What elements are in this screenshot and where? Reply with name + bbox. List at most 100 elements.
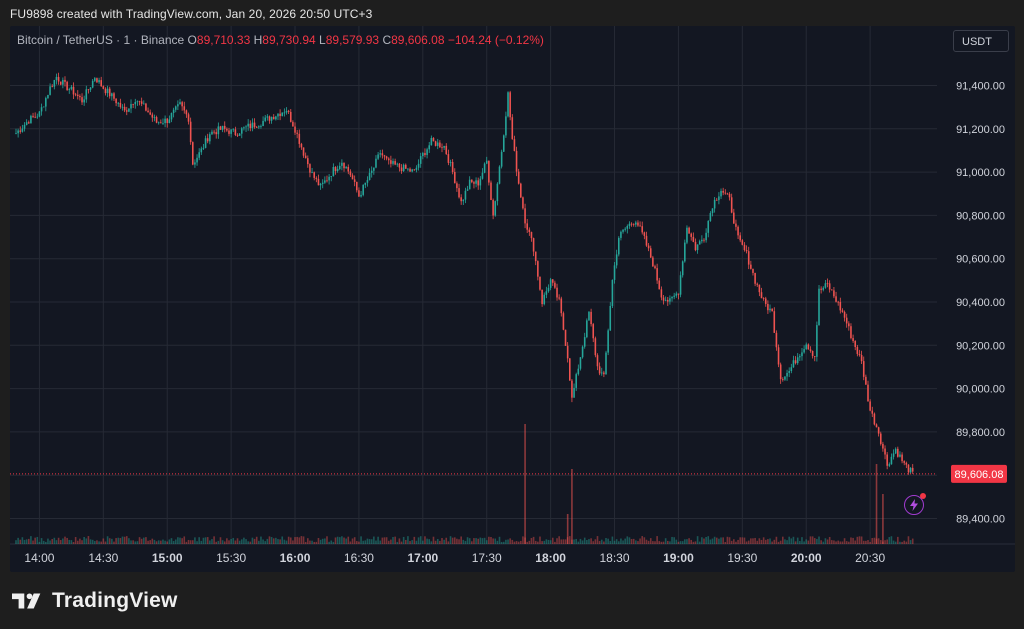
candle — [428, 141, 431, 153]
volume-bar — [822, 541, 825, 544]
volume-bar — [848, 541, 850, 544]
candle-body — [358, 190, 360, 197]
x-tick-label: 15:00 — [152, 551, 183, 565]
candle — [147, 107, 149, 113]
candle-body — [104, 88, 107, 94]
volume-bar — [160, 540, 162, 544]
volume-bar — [373, 536, 375, 544]
symbol-name[interactable]: Bitcoin / TetherUS · 1 · Binance — [17, 33, 185, 47]
candle — [170, 112, 173, 123]
candle-body — [624, 228, 626, 230]
candle — [83, 95, 85, 106]
candle — [600, 367, 603, 376]
candle-body — [136, 101, 139, 103]
volume-bar — [79, 538, 81, 544]
candle-body — [509, 92, 511, 118]
candle — [464, 187, 467, 204]
volume-bar — [777, 541, 780, 544]
volume-bar — [332, 541, 335, 544]
candle — [886, 452, 888, 470]
candle-body — [439, 142, 441, 148]
candle — [758, 284, 761, 297]
volume-bar — [119, 538, 122, 544]
candle-body — [820, 288, 822, 290]
candle — [558, 294, 560, 301]
volume-bar — [277, 539, 279, 544]
volume-bar — [270, 537, 273, 544]
volume-bar — [799, 541, 801, 544]
candle-body — [724, 192, 727, 194]
volume-bar — [809, 536, 812, 544]
candle — [430, 135, 433, 146]
candle — [332, 163, 335, 177]
candle — [907, 464, 910, 475]
candle — [596, 353, 599, 371]
candle — [424, 148, 426, 158]
chart-panel[interactable]: 89,400.0089,600.0089,800.0090,000.0090,2… — [10, 26, 1015, 572]
candle — [637, 220, 639, 227]
candle — [498, 165, 501, 185]
candle — [164, 115, 166, 128]
volume-bar — [534, 540, 537, 544]
candle-body — [460, 197, 462, 202]
candle — [837, 300, 839, 306]
candle-body — [564, 329, 567, 346]
volume-bar — [189, 540, 192, 544]
candle-body — [68, 89, 71, 91]
x-tick-label: 16:00 — [280, 551, 311, 565]
volume-bar — [113, 541, 115, 544]
volume-bar — [709, 539, 712, 544]
candle — [835, 291, 837, 303]
volume-bar — [204, 537, 207, 544]
volume-bar — [34, 537, 36, 544]
volume-bar — [255, 536, 258, 544]
volume-bar — [901, 541, 903, 544]
candle — [632, 223, 635, 227]
candle-body — [34, 116, 36, 118]
volume-bar — [260, 536, 262, 544]
candle — [492, 198, 494, 220]
candle — [735, 219, 737, 231]
tradingview-brand[interactable]: TradingView — [12, 588, 178, 614]
candle-body — [807, 344, 810, 350]
candle — [324, 176, 326, 184]
candle-body — [113, 93, 115, 99]
candle-body — [539, 276, 541, 290]
candle — [647, 243, 650, 252]
candlestick-chart[interactable]: 89,400.0089,600.0089,800.0090,000.0090,2… — [10, 26, 1015, 572]
current-price-tag-label: 89,606.08 — [955, 469, 1004, 481]
candle — [307, 155, 309, 168]
volume-spike-bar — [566, 514, 569, 544]
low-value: 89,579.93 — [325, 33, 380, 47]
volume-bar — [760, 539, 763, 544]
volume-bar — [230, 539, 232, 544]
volume-bar — [701, 537, 703, 544]
candle — [243, 126, 245, 131]
flash-icon[interactable] — [904, 493, 926, 515]
candle-body — [341, 162, 343, 166]
candle-body — [903, 461, 906, 463]
volume-bar — [368, 539, 371, 544]
candle-body — [502, 135, 505, 152]
candle-body — [824, 283, 827, 288]
candle — [862, 356, 865, 381]
candle — [882, 441, 884, 452]
volume-bar — [675, 539, 678, 544]
volume-bar — [615, 539, 618, 544]
candle-body — [848, 323, 850, 327]
candle — [153, 114, 156, 122]
candle-body — [202, 147, 205, 149]
candle-body — [801, 352, 803, 357]
volume-bar — [867, 540, 869, 544]
candle-body — [42, 106, 45, 108]
volume-bar — [586, 540, 588, 544]
candle — [703, 238, 705, 243]
candle — [23, 122, 26, 132]
y-tick-label: 90,400.00 — [956, 297, 1005, 309]
candle-body — [822, 287, 825, 290]
volume-bar — [464, 540, 467, 544]
candle-body — [200, 148, 203, 153]
volume-bar — [771, 541, 773, 544]
currency-selector[interactable]: USDT — [953, 30, 1009, 52]
candle — [419, 152, 422, 168]
